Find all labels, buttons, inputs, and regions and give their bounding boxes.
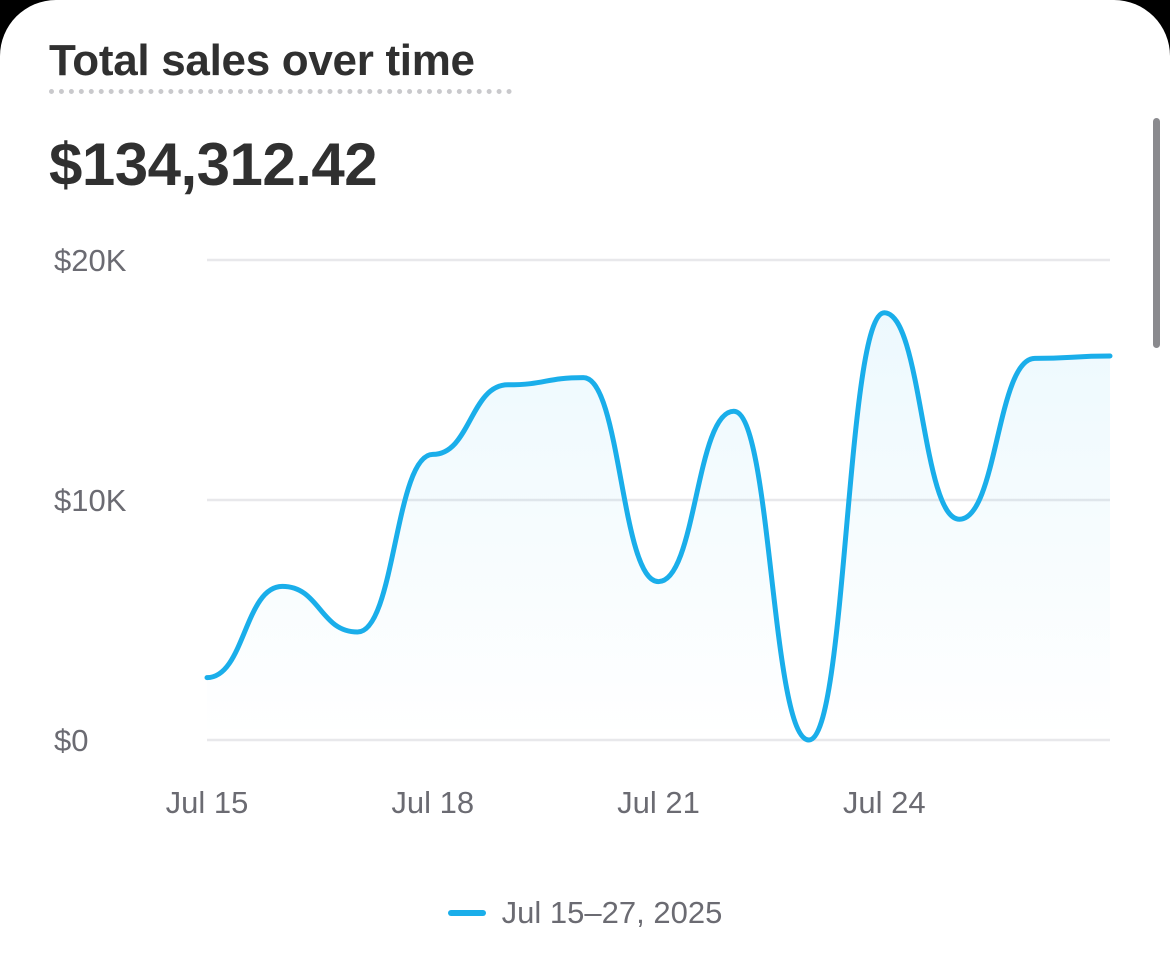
data-point-jul-16[interactable] <box>276 580 288 592</box>
legend-swatch <box>447 910 486 916</box>
x-tick-label: Jul 21 <box>617 785 700 820</box>
series-area-fill <box>207 312 1110 740</box>
x-tick-label: Jul 18 <box>391 785 474 820</box>
chart-title[interactable]: Total sales over time <box>49 36 475 85</box>
x-tick-label: Jul 24 <box>843 785 926 820</box>
y-tick-label: $10K <box>54 483 127 518</box>
x-tick-label: Jul 15 <box>166 785 249 820</box>
chart-legend[interactable]: Jul 15–27, 2025 <box>0 888 1170 938</box>
title-dotted-underline <box>49 89 512 94</box>
data-point-jul-18[interactable] <box>427 448 439 460</box>
data-point-jul-21[interactable] <box>653 576 665 588</box>
data-point-jul-25[interactable] <box>954 513 966 525</box>
data-point-jul-15[interactable] <box>201 672 213 684</box>
data-point-jul-22[interactable] <box>728 405 740 417</box>
data-point-jul-19[interactable] <box>502 379 514 391</box>
data-point-jul-20[interactable] <box>577 372 589 384</box>
legend-label: Jul 15–27, 2025 <box>501 895 723 930</box>
y-tick-label: $0 <box>54 723 88 758</box>
data-point-jul-17[interactable] <box>352 626 364 638</box>
data-point-jul-24[interactable] <box>878 307 890 319</box>
x-axis-labels: Jul 15 Jul 18 Jul 21 Jul 24 <box>166 785 926 820</box>
y-tick-label: $20K <box>54 243 127 278</box>
series-line[interactable] <box>204 310 1113 743</box>
y-axis-labels: $0 $10K $20K <box>54 243 127 758</box>
scrollbar[interactable] <box>1153 118 1160 348</box>
data-point-jul-27[interactable] <box>1104 350 1116 362</box>
total-sales-value: $134,312.42 <box>49 131 378 198</box>
data-point-jul-23[interactable] <box>803 734 815 746</box>
data-point-jul-26[interactable] <box>1029 352 1041 364</box>
